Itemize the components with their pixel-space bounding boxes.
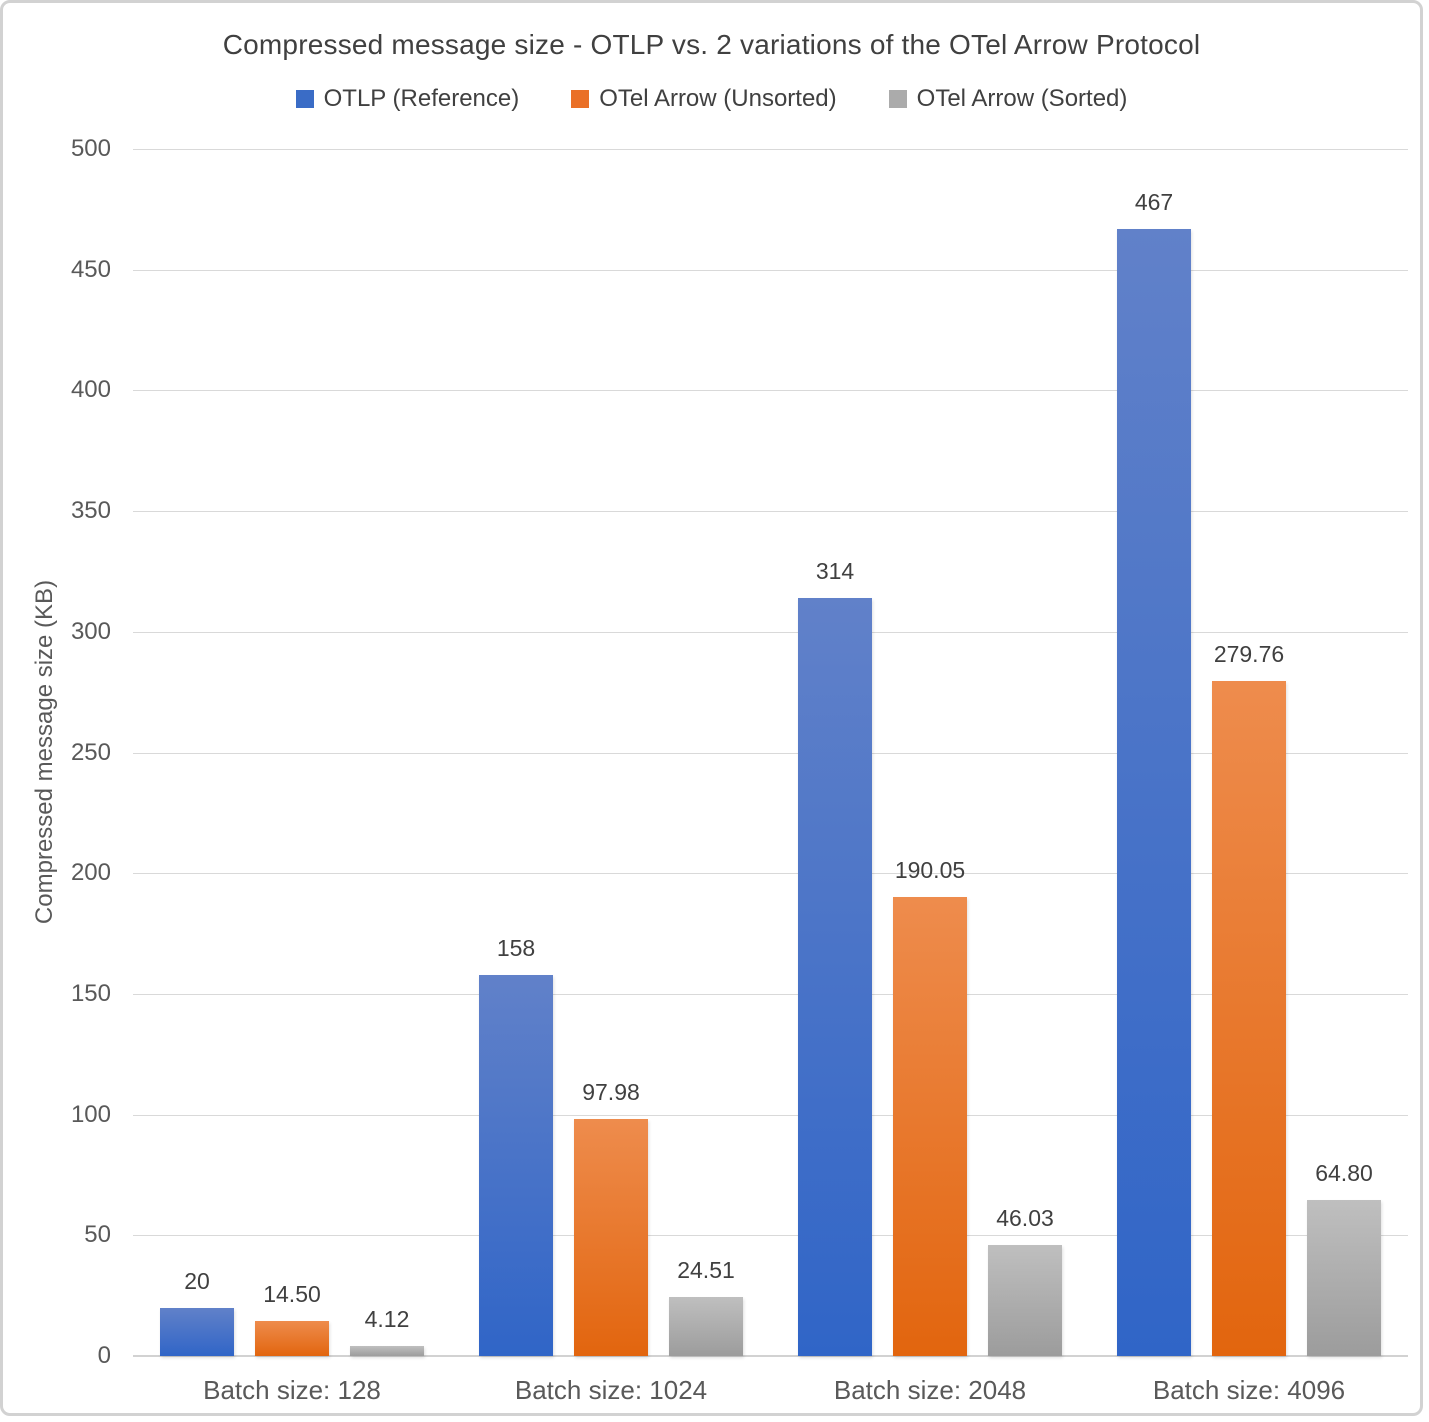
bar-value-label: 14.50 <box>263 1281 321 1307</box>
y-tick-label-450: 450 <box>70 256 111 283</box>
gridline-100 <box>133 1115 1408 1116</box>
bar-value-label: 190.05 <box>894 857 966 883</box>
y-tick-label-500: 500 <box>70 135 111 162</box>
bar-otel-arrow-unsorted-1 <box>574 1119 648 1356</box>
legend-swatch-icon <box>888 90 907 108</box>
plot-area: Compressed message size (KB) 0 50 100 150 20… <box>3 3 1420 1413</box>
y-tick-label-100: 100 <box>70 1101 111 1128</box>
gridline-200 <box>133 873 1408 874</box>
bar-otel-arrow-sorted-2 <box>988 1245 1062 1356</box>
gridline-450 <box>133 270 1408 271</box>
y-tick-label-250: 250 <box>70 739 111 766</box>
bar-otlp-reference-0 <box>160 1308 234 1356</box>
bar-otlp-reference-2 <box>798 598 872 1356</box>
bar-value-label: 24.51 <box>677 1257 735 1283</box>
y-tick-label-300: 300 <box>70 618 111 645</box>
legend-item-1: OTel Arrow (Unsorted) <box>571 85 837 113</box>
x-category-label-2: Batch size: 2048 <box>833 1375 1027 1405</box>
gridline-0 <box>133 1355 1408 1357</box>
x-category-label-0: Batch size: 128 <box>203 1375 381 1405</box>
y-tick-label-350: 350 <box>70 497 111 524</box>
chart-legend: OTLP (Reference) OTel Arrow (Unsorted) OTe… <box>3 85 1420 113</box>
bar-value-label: 467 <box>1134 189 1174 215</box>
bar-otel-arrow-unsorted-0 <box>255 1321 329 1356</box>
bar-otel-arrow-sorted-0 <box>350 1346 424 1356</box>
legend-item-0: OTLP (Reference) <box>295 85 520 113</box>
gridline-150 <box>133 994 1408 995</box>
bar-value-label: 64.80 <box>1315 1160 1373 1186</box>
gridline-350 <box>133 511 1408 512</box>
bar-otlp-reference-3 <box>1117 229 1191 1356</box>
chart-title: Compressed message size - OTLP vs. 2 var… <box>222 29 1201 60</box>
legend-swatch-icon <box>295 90 314 108</box>
y-tick-label-50: 50 <box>84 1221 111 1248</box>
bar-value-label: 314 <box>815 558 855 584</box>
legend-swatch-icon <box>571 90 590 108</box>
gridline-500 <box>133 149 1408 150</box>
bar-value-label: 20 <box>184 1268 210 1294</box>
bar-value-label: 158 <box>496 935 536 961</box>
bar-otel-arrow-unsorted-2 <box>893 897 967 1356</box>
legend-label: OTel Arrow (Unsorted) <box>599 85 837 112</box>
y-tick-label-400: 400 <box>70 376 111 403</box>
gridline-50 <box>133 1235 1408 1236</box>
legend-label: OTLP (Reference) <box>323 85 520 112</box>
gridline-300 <box>133 632 1408 633</box>
bar-otel-arrow-sorted-1 <box>669 1297 743 1356</box>
legend-item-2: OTel Arrow (Sorted) <box>888 85 1128 113</box>
bar-value-label: 279.76 <box>1213 641 1285 667</box>
x-category-label-1: Batch size: 1024 <box>514 1375 708 1405</box>
bar-otlp-reference-1 <box>479 975 553 1356</box>
gridline-250 <box>133 753 1408 754</box>
y-tick-label-150: 150 <box>70 980 111 1007</box>
gridline-400 <box>133 390 1408 391</box>
x-category-label-3: Batch size: 4096 <box>1152 1375 1346 1405</box>
bar-value-label: 46.03 <box>996 1205 1054 1231</box>
legend-label: OTel Arrow (Sorted) <box>916 85 1128 112</box>
y-tick-label-0: 0 <box>97 1342 111 1369</box>
bar-value-label: 97.98 <box>582 1079 640 1105</box>
bar-otel-arrow-sorted-3 <box>1307 1200 1381 1356</box>
bar-value-label: 4.12 <box>364 1306 410 1332</box>
y-tick-label-200: 200 <box>70 859 111 886</box>
bar-otel-arrow-unsorted-3 <box>1212 681 1286 1356</box>
